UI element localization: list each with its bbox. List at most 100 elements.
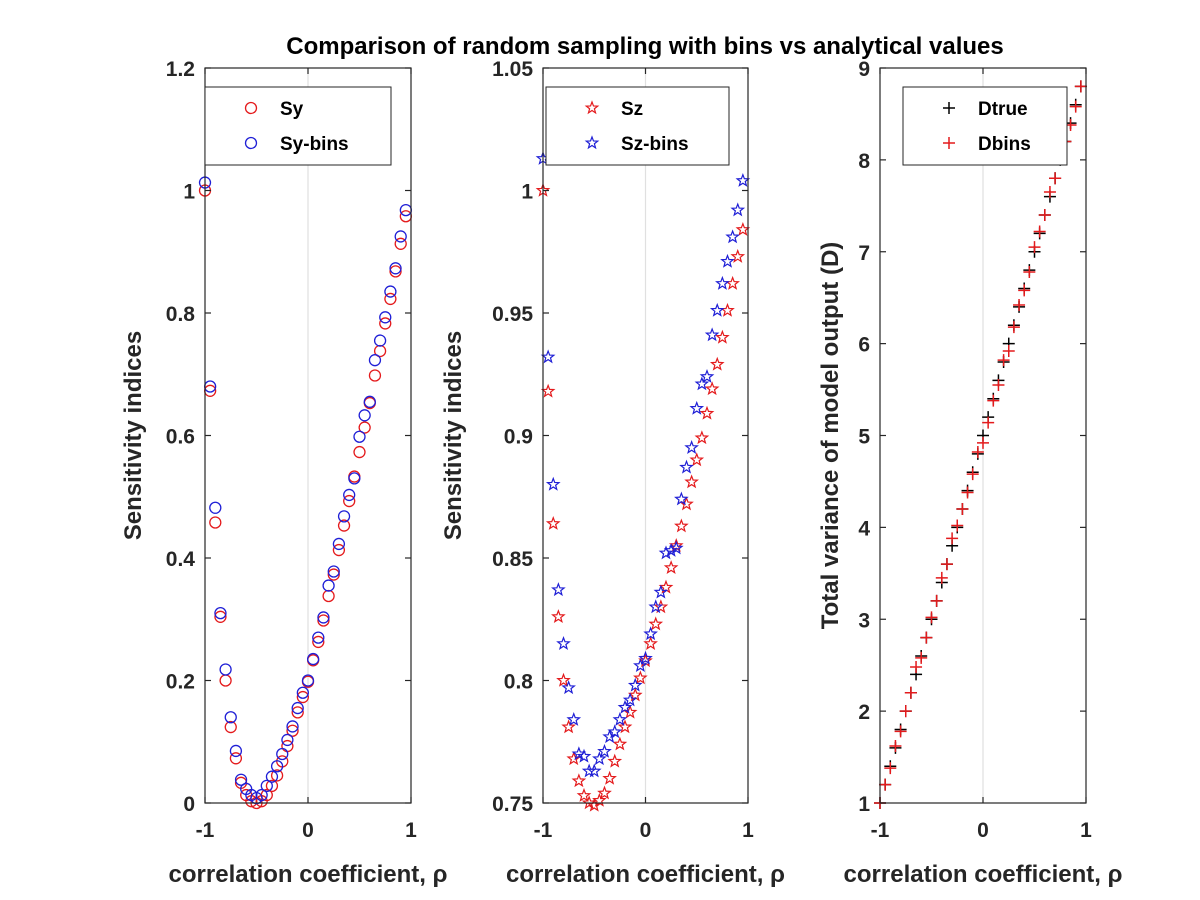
data-point: [694, 430, 710, 445]
x-tick-label: -1: [534, 819, 553, 842]
data-point: [592, 751, 607, 766]
y-tick-label: 5: [858, 426, 870, 449]
data-point: [332, 543, 346, 557]
legend: Sz Sz-bins: [545, 86, 730, 166]
data-point: [255, 788, 268, 802]
data-point: [725, 229, 740, 244]
data-point: [327, 565, 340, 578]
data-point: [540, 349, 556, 364]
y-tick-label: 7: [858, 242, 870, 265]
data-point: [894, 725, 907, 738]
data-point: [291, 706, 304, 719]
legend-label: Sz-bins: [621, 134, 689, 155]
legend-box: [545, 86, 730, 166]
data-point: [915, 651, 928, 664]
data-point: [368, 354, 382, 367]
data-point: [260, 779, 273, 792]
data-point: [343, 488, 356, 502]
y-tick-label: 2: [858, 701, 870, 724]
data-point: [384, 285, 397, 298]
legend-marker: [244, 101, 258, 115]
data-point: [663, 560, 679, 575]
data-point: [337, 519, 351, 532]
y-axis-label: Sensitivity indices: [440, 331, 467, 540]
data-point: [551, 609, 566, 624]
data-point: [971, 446, 984, 459]
legend-marker: [244, 136, 258, 150]
data-point: [332, 537, 346, 551]
data-point: [561, 719, 576, 734]
data-point: [219, 663, 232, 676]
y-axis-label: Sensitivity indices: [120, 331, 147, 540]
y-tick-label: 0.85: [492, 548, 533, 571]
data-point: [1038, 209, 1051, 221]
data-point: [1023, 265, 1036, 278]
x-axis-label: correlation coefficient, ρ: [169, 861, 448, 888]
data-point: [368, 369, 382, 382]
y-tick-label: 1: [183, 181, 195, 204]
data-point: [224, 711, 237, 724]
data-point: [699, 405, 715, 420]
data-point: [735, 221, 751, 236]
x-tick-label: 0: [977, 819, 989, 842]
data-point: [966, 468, 979, 481]
legend-label: Sz: [621, 99, 643, 120]
data-point: [612, 736, 628, 751]
data-point: [389, 262, 402, 275]
data-point: [961, 486, 974, 499]
data-point: [884, 762, 897, 775]
data-point: [312, 631, 325, 644]
data-point: [234, 773, 248, 786]
data-point: [679, 459, 694, 474]
y-tick-label: 0.75: [492, 793, 533, 816]
data-point: [674, 491, 689, 506]
data-point: [715, 275, 730, 290]
data-point: [566, 711, 582, 726]
data-point: [668, 540, 684, 555]
data-point: [648, 616, 664, 631]
data-point: [648, 599, 664, 614]
y-tick-label: 0.6: [166, 426, 195, 449]
figure-title: Comparison of random sampling with bins …: [286, 33, 1004, 60]
data-point: [674, 518, 689, 533]
data-point: [576, 787, 592, 802]
series-sy: [198, 184, 413, 810]
data-point: [556, 636, 571, 650]
subplot-sz: -1 0 1 0.75 0.8 0.85 0.9 0.95 1 1.05 correlation c…: [440, 58, 785, 888]
legend: Sy Sy-bins: [204, 86, 392, 166]
data-point: [337, 510, 351, 523]
y-tick-label: 8: [858, 150, 870, 173]
data-point: [317, 614, 330, 627]
data-point: [658, 545, 674, 560]
data-point: [956, 503, 969, 515]
data-point: [545, 515, 561, 530]
data-point: [904, 686, 917, 699]
data-point: [910, 661, 923, 674]
data-point: [545, 476, 561, 491]
data-point: [358, 421, 371, 434]
y-tick-label: 4: [858, 517, 870, 540]
data-point: [327, 568, 340, 581]
data-point: [638, 650, 653, 665]
data-point: [363, 395, 376, 408]
data-point: [689, 400, 705, 415]
data-point: [1049, 172, 1062, 185]
data-point: [343, 494, 356, 508]
data-point: [653, 584, 669, 599]
data-point: [1007, 321, 1020, 334]
data-point: [689, 452, 705, 467]
data-point: [643, 636, 658, 650]
data-point: [730, 248, 746, 263]
data-point: [889, 740, 902, 753]
data-point: [735, 172, 751, 187]
series-sz-bins: [535, 150, 751, 778]
data-point: [643, 626, 658, 641]
data-point: [946, 532, 959, 545]
data-point: [879, 778, 892, 791]
data-point: [296, 686, 310, 699]
legend: Dtrue Dbins: [902, 86, 1068, 166]
y-tick-label: 9: [858, 58, 870, 81]
y-tick-label: 1: [521, 181, 533, 204]
data-point: [209, 501, 222, 514]
data-point: [617, 699, 633, 714]
